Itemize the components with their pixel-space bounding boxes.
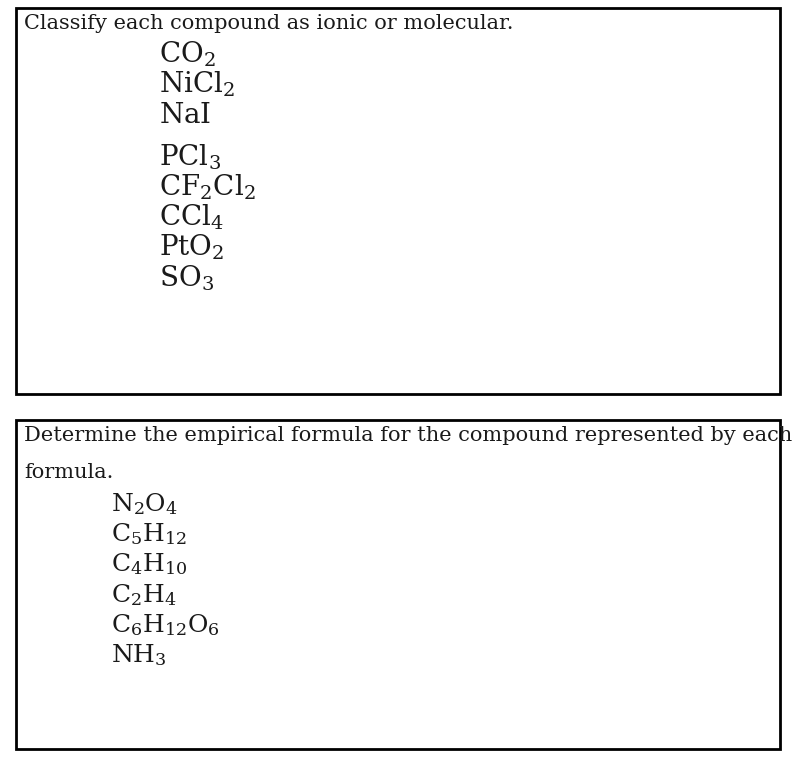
FancyBboxPatch shape [16, 420, 780, 749]
Text: $\mathregular{C_2H_4}$: $\mathregular{C_2H_4}$ [111, 582, 177, 608]
Text: $\mathregular{PCl_3}$: $\mathregular{PCl_3}$ [159, 142, 221, 172]
Text: $\mathregular{CCl_4}$: $\mathregular{CCl_4}$ [159, 203, 224, 232]
Text: Classify each compound as ionic or molecular.: Classify each compound as ionic or molec… [24, 14, 513, 33]
Text: $\mathregular{N_2O_4}$: $\mathregular{N_2O_4}$ [111, 491, 178, 517]
Text: $\mathregular{CO_2}$: $\mathregular{CO_2}$ [159, 39, 216, 69]
Text: $\mathregular{NH_3}$: $\mathregular{NH_3}$ [111, 643, 167, 668]
FancyBboxPatch shape [16, 8, 780, 394]
Text: $\mathregular{NiCl_2}$: $\mathregular{NiCl_2}$ [159, 70, 236, 99]
Text: $\mathregular{NaI}$: $\mathregular{NaI}$ [159, 101, 212, 129]
Text: $\mathregular{PtO_2}$: $\mathregular{PtO_2}$ [159, 233, 224, 263]
Text: $\mathregular{SO_3}$: $\mathregular{SO_3}$ [159, 263, 214, 293]
Text: Determine the empirical formula for the compound represented by each molecular: Determine the empirical formula for the … [24, 426, 796, 445]
Text: $\mathregular{CF_2Cl_2}$: $\mathregular{CF_2Cl_2}$ [159, 173, 256, 202]
Text: formula.: formula. [24, 463, 113, 481]
Text: $\mathregular{C_5H_{12}}$: $\mathregular{C_5H_{12}}$ [111, 522, 187, 547]
Text: $\mathregular{C_4H_{10}}$: $\mathregular{C_4H_{10}}$ [111, 552, 188, 578]
Text: $\mathregular{C_6H_{12}O_6}$: $\mathregular{C_6H_{12}O_6}$ [111, 612, 220, 638]
